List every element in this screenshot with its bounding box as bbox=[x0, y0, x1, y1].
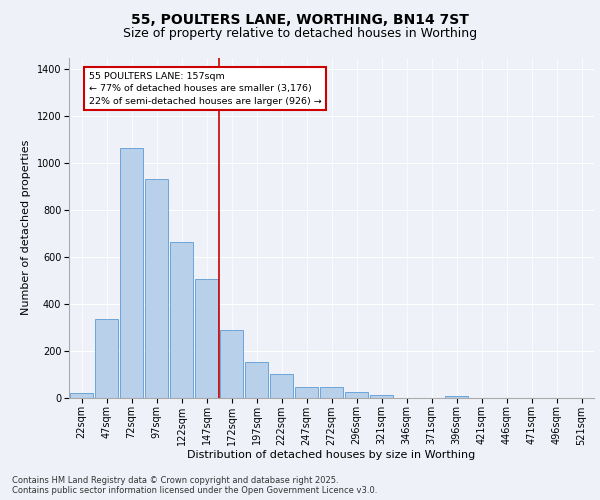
Text: 55 POULTERS LANE: 157sqm
← 77% of detached houses are smaller (3,176)
22% of sem: 55 POULTERS LANE: 157sqm ← 77% of detach… bbox=[89, 72, 322, 106]
Bar bbox=[345, 392, 368, 398]
Bar bbox=[95, 319, 118, 398]
Bar bbox=[270, 374, 293, 398]
Text: 55, POULTERS LANE, WORTHING, BN14 7ST: 55, POULTERS LANE, WORTHING, BN14 7ST bbox=[131, 12, 469, 26]
Bar bbox=[445, 396, 468, 398]
Bar bbox=[195, 279, 218, 398]
Y-axis label: Number of detached properties: Number of detached properties bbox=[21, 140, 31, 315]
Bar bbox=[170, 242, 193, 398]
Bar bbox=[70, 393, 93, 398]
Bar bbox=[245, 362, 268, 398]
Bar bbox=[370, 395, 393, 398]
X-axis label: Distribution of detached houses by size in Worthing: Distribution of detached houses by size … bbox=[187, 450, 476, 460]
Bar bbox=[145, 180, 168, 398]
Bar bbox=[320, 387, 343, 398]
Text: Contains HM Land Registry data © Crown copyright and database right 2025.
Contai: Contains HM Land Registry data © Crown c… bbox=[12, 476, 377, 495]
Bar bbox=[220, 330, 243, 398]
Bar bbox=[120, 148, 143, 398]
Text: Size of property relative to detached houses in Worthing: Size of property relative to detached ho… bbox=[123, 28, 477, 40]
Bar bbox=[295, 387, 318, 398]
